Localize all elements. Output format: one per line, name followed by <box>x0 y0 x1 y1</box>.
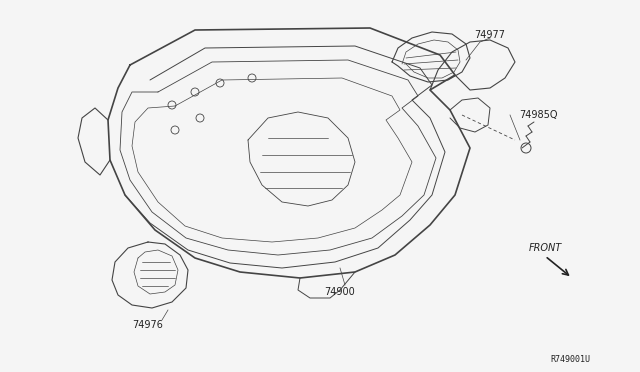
Text: 74985Q: 74985Q <box>519 110 557 120</box>
Text: 74977: 74977 <box>474 30 506 40</box>
Text: FRONT: FRONT <box>529 243 562 253</box>
Text: R749001U: R749001U <box>550 355 590 364</box>
Text: 74900: 74900 <box>324 287 355 297</box>
Text: 74976: 74976 <box>132 320 163 330</box>
